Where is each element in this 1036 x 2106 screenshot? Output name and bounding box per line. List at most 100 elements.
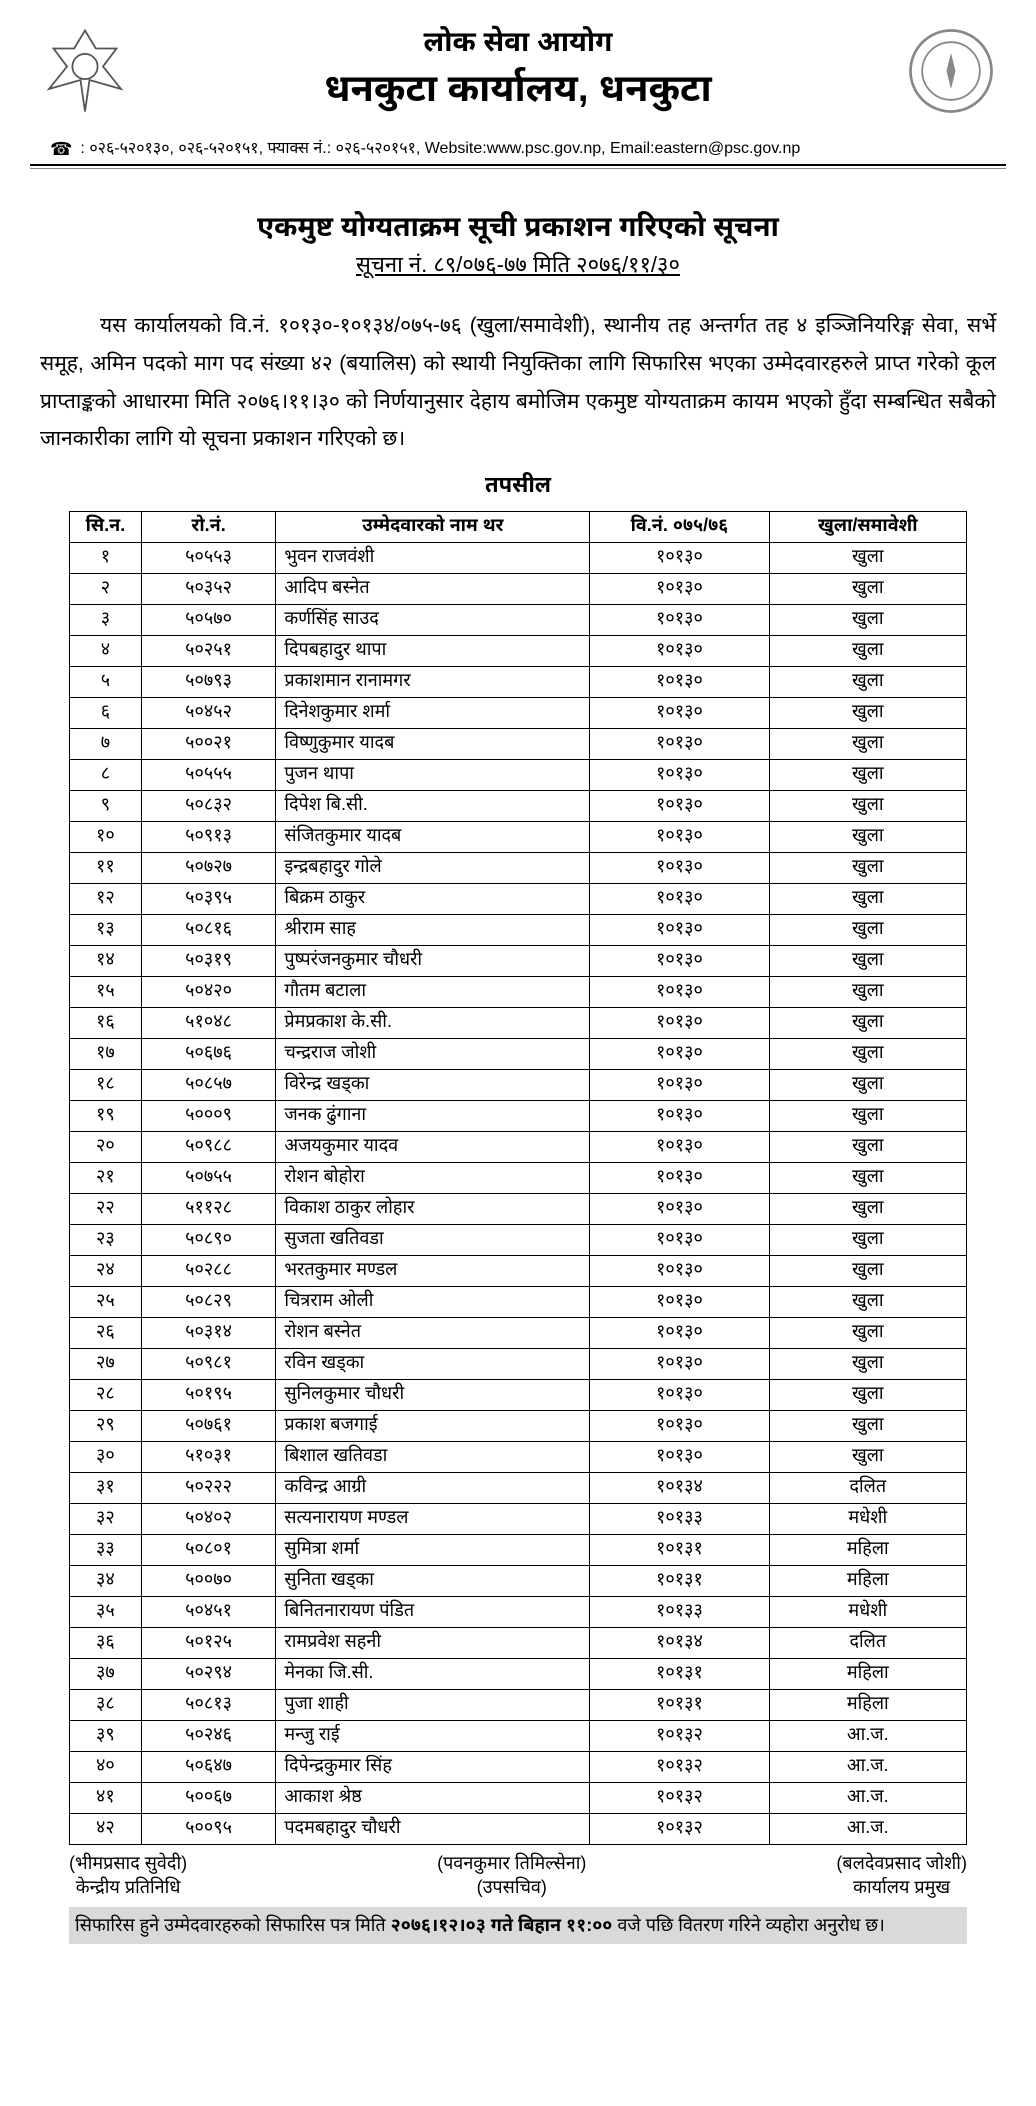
table-cell: १०१३१ [590,1659,769,1690]
table-cell: मधेशी [769,1504,966,1535]
table-cell: दलित [769,1473,966,1504]
table-row: २०५०९८८अजयकुमार यादव१०१३०खुला [70,1132,967,1163]
table-cell: १०१३० [590,760,769,791]
table-cell: १०१३० [590,543,769,574]
table-cell: खुला [769,1194,966,1225]
table-cell: खुला [769,698,966,729]
table-cell: ५०८३२ [141,791,276,822]
table-cell: खुला [769,1008,966,1039]
table-cell: १०१३० [590,1101,769,1132]
table-cell: बिक्रम ठाकुर [276,884,590,915]
table-cell: १२ [70,884,142,915]
table-cell: २२ [70,1194,142,1225]
table-cell: मधेशी [769,1597,966,1628]
table-cell: १०१३१ [590,1566,769,1597]
table-cell: ६ [70,698,142,729]
table-row: २१५०७५५रोशन बोहोरा१०१३०खुला [70,1163,967,1194]
table-cell: १६ [70,1008,142,1039]
sig-name: (भीमप्रसाद सुवेदी) [69,1853,187,1877]
table-cell: ५०८१६ [141,915,276,946]
table-row: २८५०१९५सुनिलकुमार चौधरी१०१३०खुला [70,1380,967,1411]
table-row: ४१५००६७आकाश श्रेष्ठ१०१३२आ.ज. [70,1783,967,1814]
table-cell: ३९ [70,1721,142,1752]
table-row: २५५०८२९चित्रराम ओली१०१३०खुला [70,1287,967,1318]
table-cell: १०१३० [590,1442,769,1473]
table-cell: १०१३२ [590,1752,769,1783]
table-cell: खुला [769,1225,966,1256]
table-cell: १०१३१ [590,1535,769,1566]
table-cell: ५०७६१ [141,1411,276,1442]
table-cell: ८ [70,760,142,791]
table-cell: पुजन थापा [276,760,590,791]
table-row: ४०५०६४७दिपेन्द्रकुमार सिंह१०१३२आ.ज. [70,1752,967,1783]
table-cell: सुमित्रा शर्मा [276,1535,590,1566]
table-cell: आ.ज. [769,1814,966,1845]
table-cell: १९ [70,1101,142,1132]
table-cell: खुला [769,1132,966,1163]
table-row: १४५०३१९पुष्परंजनकुमार चौधरी१०१३०खुला [70,946,967,977]
table-cell: ५००७० [141,1566,276,1597]
table-cell: विरेन्द्र खड्का [276,1070,590,1101]
table-cell: ३४ [70,1566,142,1597]
table-cell: ३७ [70,1659,142,1690]
table-cell: सुनिता खड्का [276,1566,590,1597]
table-cell: ३ [70,605,142,636]
table-row: २३५०८९०सुजता खतिवडा१०१३०खुला [70,1225,967,1256]
table-cell: खुला [769,1318,966,1349]
table-cell: ५०७९३ [141,667,276,698]
table-cell: ३८ [70,1690,142,1721]
table-cell: ५०२५१ [141,636,276,667]
table-row: ३८५०८१३पुजा शाही१०१३१महिला [70,1690,967,1721]
table-row: २९५०७६१प्रकाश बजगाई१०१३०खुला [70,1411,967,1442]
phone-icon: ☎ [50,139,72,160]
table-cell: २ [70,574,142,605]
table-cell: ५००६७ [141,1783,276,1814]
table-cell: ५०८०१ [141,1535,276,1566]
table-cell: १०१३० [590,1163,769,1194]
table-cell: ५०८९० [141,1225,276,1256]
table-cell: बिनितनारायण पंडित [276,1597,590,1628]
table-cell: खुला [769,1070,966,1101]
table-cell: खुला [769,636,966,667]
table-cell: १०१३२ [590,1783,769,1814]
table-cell: ५०५५३ [141,543,276,574]
table-cell: १३ [70,915,142,946]
signatory-center: (पवनकुमार तिमिल्सेना) (उपसचिव) [437,1853,586,1901]
table-cell: दिपबहादुर थापा [276,636,590,667]
th-cat: खुला/समावेशी [769,512,966,543]
merit-table: सि.न. रो.नं. उम्मेदवारको नाम थर वि.नं. ०… [69,511,967,1845]
table-cell: ५०७२७ [141,853,276,884]
table-cell: कविन्द्र आग्री [276,1473,590,1504]
table-cell: रोशन बस्नेत [276,1318,590,1349]
table-cell: ५०१२५ [141,1628,276,1659]
footnote-bold: २०७६।१२।०३ गते बिहान ११:०० [391,1915,613,1935]
table-cell: खुला [769,884,966,915]
table-cell: १०१३० [590,605,769,636]
table-cell: १०१३० [590,1194,769,1225]
table-cell: ५०४०२ [141,1504,276,1535]
table-cell: दिनेशकुमार शर्मा [276,698,590,729]
table-cell: १०१३४ [590,1473,769,1504]
table-cell: २३ [70,1225,142,1256]
table-row: ४५०२५१दिपबहादुर थापा१०१३०खुला [70,636,967,667]
table-cell: २७ [70,1349,142,1380]
table-row: ३२५०४०२सत्यनारायण मण्डल१०१३३मधेशी [70,1504,967,1535]
table-cell: ३१ [70,1473,142,1504]
table-cell: दिपेन्द्रकुमार सिंह [276,1752,590,1783]
table-row: ३५५०४५१बिनितनारायण पंडित१०१३३मधेशी [70,1597,967,1628]
table-cell: ५०१९५ [141,1380,276,1411]
table-cell: १ [70,543,142,574]
table-row: १०५०९१३संजितकुमार यादब१०१३०खुला [70,822,967,853]
table-cell: प्रकाशमान रानामगर [276,667,590,698]
table-cell: प्रकाश बजगाई [276,1411,590,1442]
table-cell: ५०८१३ [141,1690,276,1721]
table-cell: रोशन बोहोरा [276,1163,590,1194]
table-cell: १८ [70,1070,142,1101]
table-cell: ५०४२० [141,977,276,1008]
table-cell: १०१३० [590,1318,769,1349]
table-cell: चित्रराम ओली [276,1287,590,1318]
table-cell: जनक ढुंगाना [276,1101,590,1132]
divider-thick [30,164,1006,166]
emblem-left-icon [40,26,130,121]
table-cell: २५ [70,1287,142,1318]
